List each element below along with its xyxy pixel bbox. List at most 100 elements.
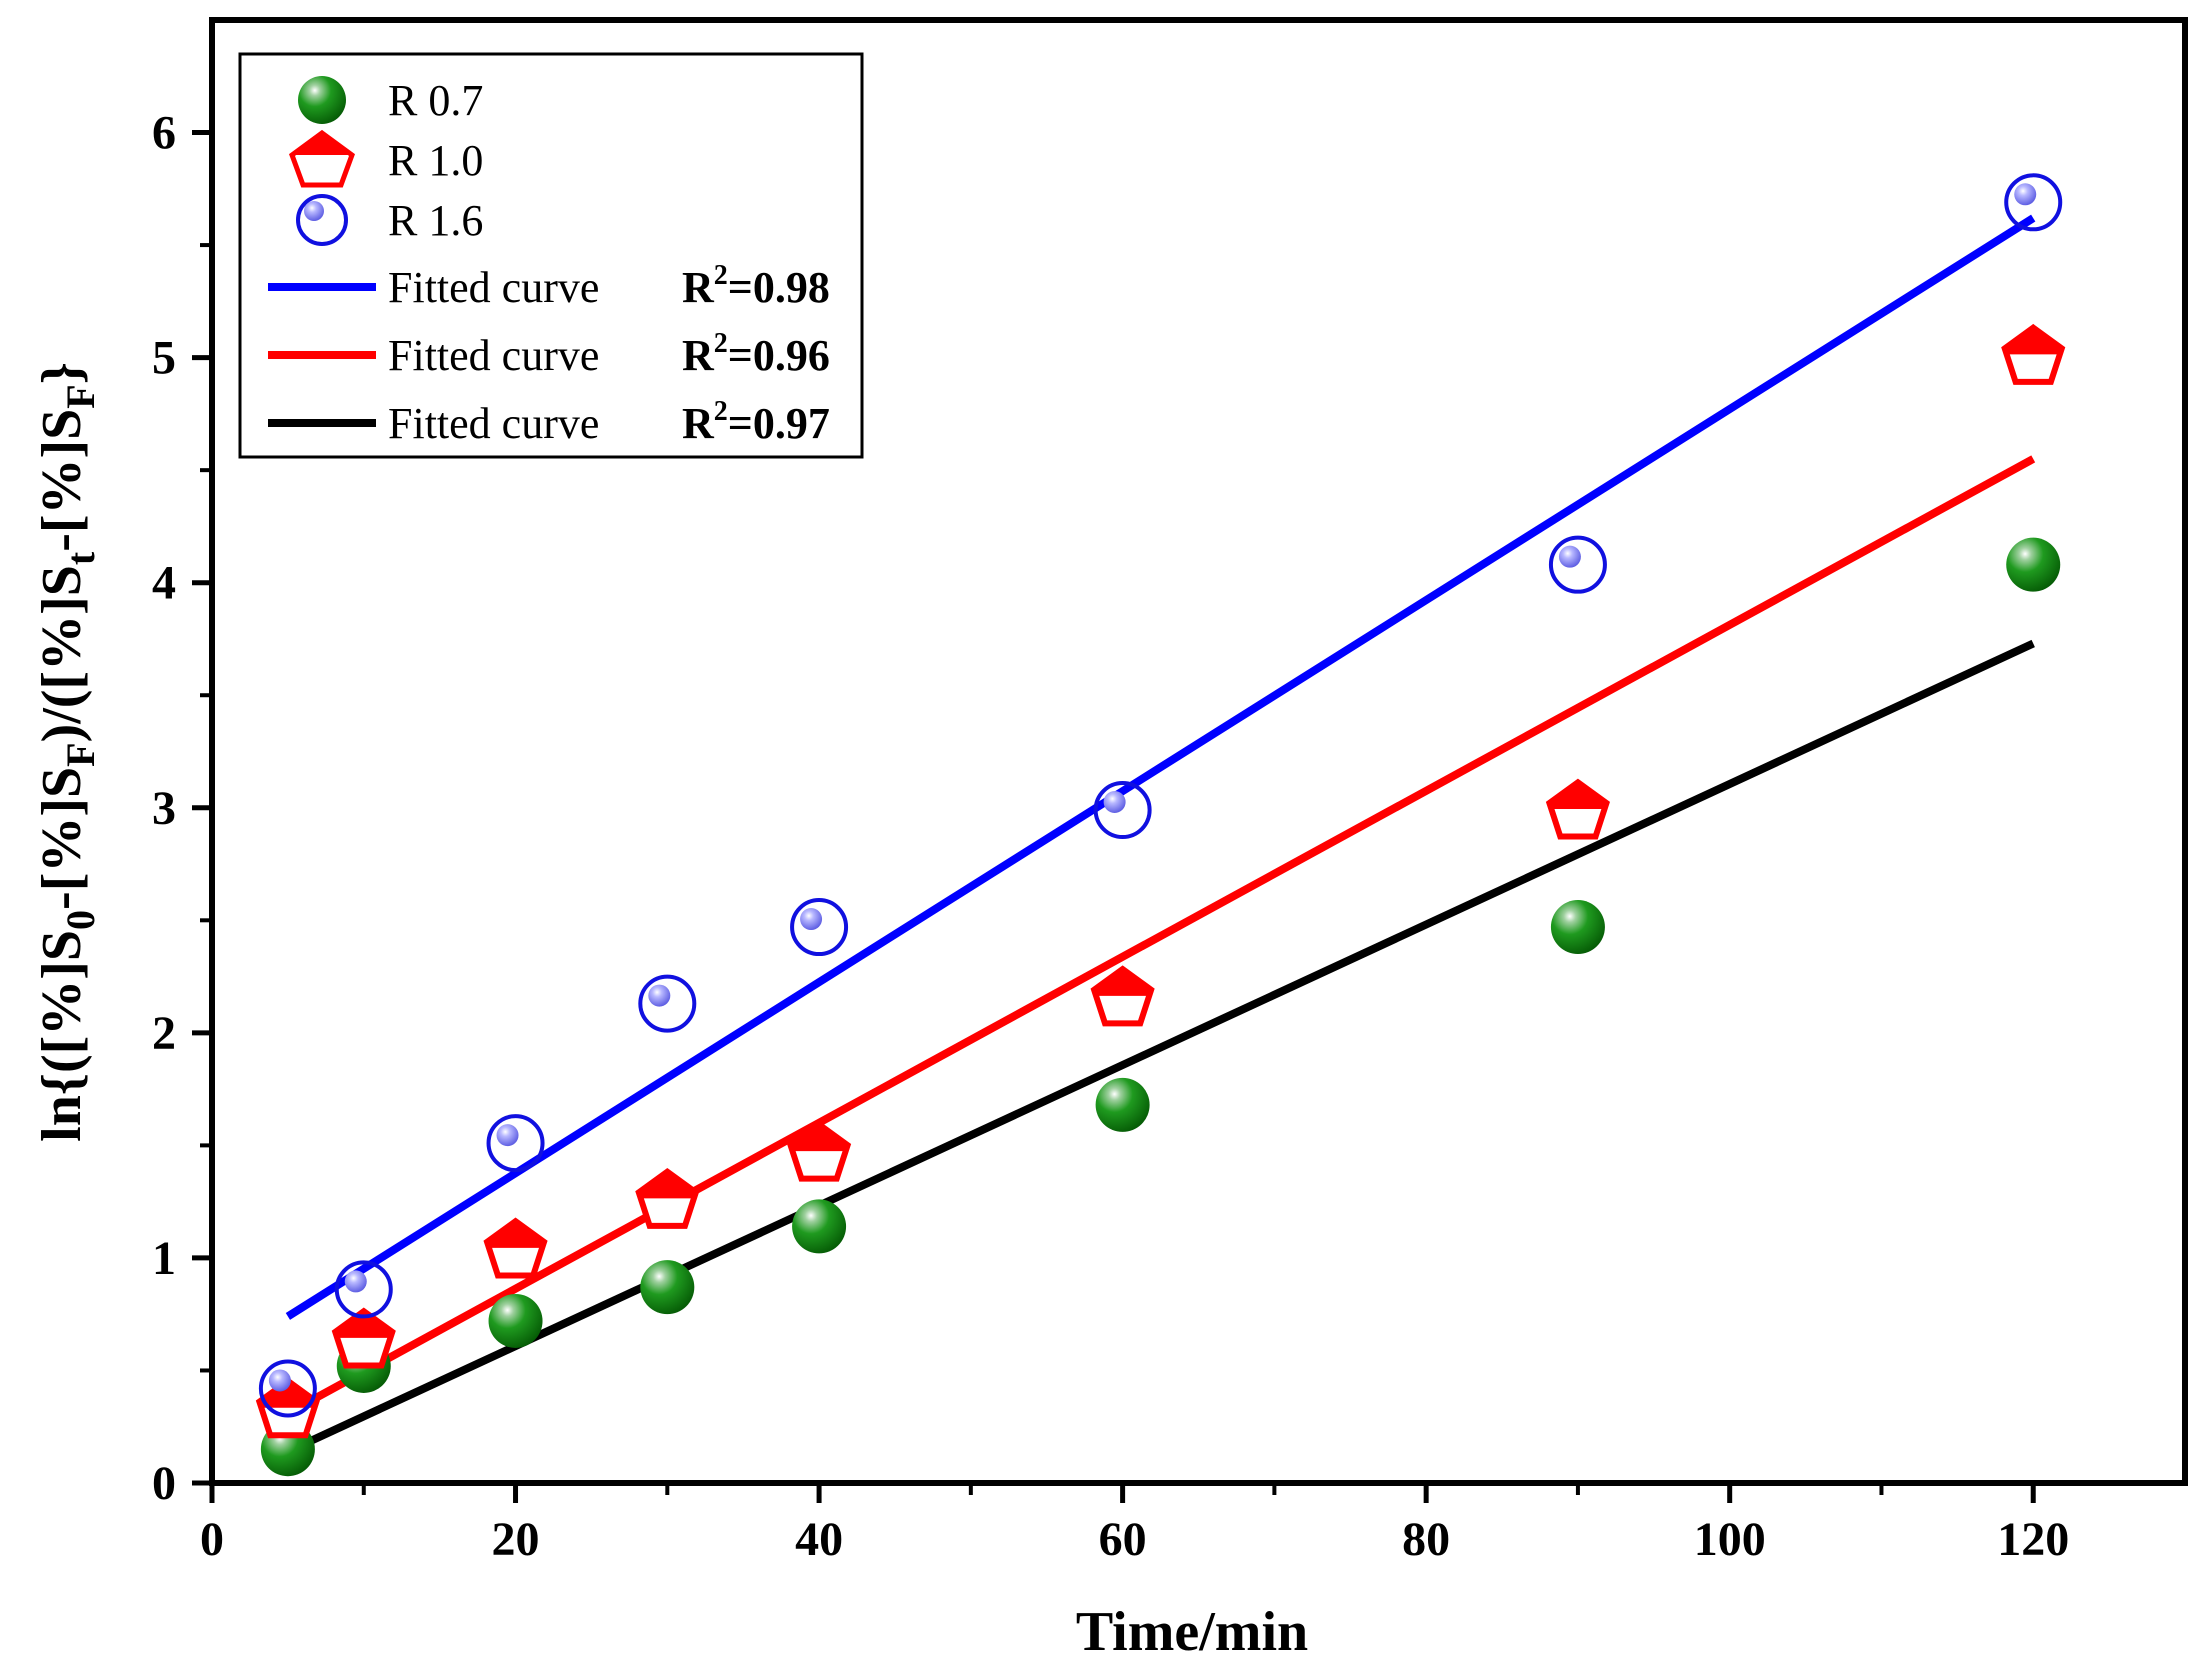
fit-line <box>285 455 2036 1417</box>
data-point <box>2001 323 2066 385</box>
data-point <box>635 1167 700 1229</box>
data-point <box>334 1260 393 1319</box>
pentagon-fill <box>259 1380 317 1408</box>
x-tick-label: 120 <box>1997 1513 2069 1566</box>
ring-outline <box>1548 535 1607 594</box>
data-point <box>483 1217 548 1279</box>
data-point <box>1548 535 1607 594</box>
svg-text:ln{([%]S0-[%]SF)/([%]St-[%]SF}: ln{([%]S0-[%]SF)/([%]St-[%]SF} <box>31 362 103 1142</box>
axis-ticks: 0 20 40 60 80 100 120 0 1 2 3 4 5 6 <box>152 107 2069 1566</box>
data-point <box>1090 965 1155 1027</box>
data-point <box>1093 781 1152 840</box>
fit-line <box>286 639 2035 1456</box>
pentagon-fill <box>790 1124 848 1152</box>
pentagon-fill <box>1094 969 1152 996</box>
ring-outline <box>258 1359 317 1418</box>
y-title-suffix: } <box>31 362 93 384</box>
x-axis-title: Time/min <box>1076 1601 1308 1663</box>
data-point <box>1095 1077 1150 1132</box>
legend-marker-sphere <box>298 76 346 124</box>
pentagon-fill <box>1549 782 1607 810</box>
y-tick-label: 3 <box>152 782 176 835</box>
data-point <box>792 1199 847 1254</box>
ring-outline <box>638 974 697 1033</box>
ring-dot <box>1103 791 1126 814</box>
ring-outline <box>1093 781 1152 840</box>
legend-marker-dot <box>304 201 324 221</box>
legend-entry-fit-black: Fitted curve R2=0.97 <box>268 396 830 448</box>
pentagon-fill <box>487 1221 545 1248</box>
legend-entry-r10: R 1.0 <box>289 129 483 188</box>
legend-entry-r16: R 1.6 <box>296 194 483 246</box>
y-title-mid: -[%]S <box>31 767 93 910</box>
legend-label: Fitted curve <box>388 331 599 380</box>
legend-label: Fitted curve <box>388 263 599 312</box>
ring-dot <box>268 1369 291 1392</box>
x-tick-label: 100 <box>1694 1513 1766 1566</box>
data-point <box>331 1307 396 1369</box>
x-tick-label: 40 <box>795 1513 843 1566</box>
y-tick-label: 0 <box>152 1457 176 1510</box>
y-title-prefix: ln{([%]S <box>31 930 93 1142</box>
y-tick-label: 4 <box>152 557 176 610</box>
ring-dot <box>648 984 671 1007</box>
pentagon-fill <box>335 1311 393 1338</box>
data-point <box>486 1114 545 1173</box>
y-tick-label: 2 <box>152 1007 176 1060</box>
ring-outline <box>790 898 849 957</box>
legend-entry-fit-red: Fitted curve R2=0.96 <box>268 328 830 380</box>
data-point <box>1545 778 1610 840</box>
ring-dot <box>800 908 823 931</box>
plot-frame <box>209 17 2188 1486</box>
y-title-sub: t <box>58 551 103 565</box>
x-tick-label: 60 <box>1099 1513 1147 1566</box>
data-point <box>790 898 849 957</box>
y-title-mid: )/([%]S <box>31 565 93 742</box>
legend-entry-fit-blue: Fitted curve R2=0.98 <box>268 260 830 312</box>
legend-marker-pentagon-top <box>292 133 352 155</box>
x-tick-label: 80 <box>1402 1513 1450 1566</box>
ring-dot <box>2014 183 2037 206</box>
y-tick-label: 1 <box>152 1232 176 1285</box>
legend-r2: R2=0.97 <box>682 396 830 448</box>
ring-outline <box>486 1114 545 1173</box>
x-tick-label: 20 <box>492 1513 540 1566</box>
legend-label: R 1.0 <box>388 136 483 185</box>
legend-r2: R2=0.98 <box>682 260 830 312</box>
data-points <box>255 173 2066 1477</box>
legend: R 0.7 R 1.0 R 1.6 Fitted curve R2=0.98 F… <box>238 52 864 459</box>
data-point <box>2006 537 2061 592</box>
ring-outline <box>334 1260 393 1319</box>
legend-box <box>238 52 864 459</box>
legend-label: R 0.7 <box>388 76 483 125</box>
data-point <box>2004 173 2063 232</box>
y-axis-title: ln{([%]S0-[%]SF)/([%]St-[%]SF} <box>31 362 103 1142</box>
legend-entry-r07: R 0.7 <box>298 76 483 125</box>
ring-dot <box>344 1270 367 1293</box>
legend-label: Fitted curve <box>388 399 599 448</box>
legend-r2: R2=0.96 <box>682 328 830 380</box>
x-tick-label: 0 <box>200 1513 224 1566</box>
y-title-mid: -[%]S <box>31 409 93 552</box>
data-point <box>488 1293 543 1348</box>
y-title-sub: F <box>58 742 103 766</box>
ring-dot <box>496 1124 519 1147</box>
y-tick-label: 5 <box>152 332 176 385</box>
legend-marker-ring <box>296 194 348 246</box>
ring-outline <box>2004 173 2063 232</box>
ring-dot <box>1558 545 1581 568</box>
y-title-sub: 0 <box>58 910 103 930</box>
fit-lines <box>285 214 2036 1456</box>
data-point <box>787 1120 852 1182</box>
fit-line <box>285 214 2036 1320</box>
data-point <box>638 974 697 1033</box>
y-title-sub: F <box>58 384 103 408</box>
data-point <box>258 1359 317 1418</box>
legend-label: R 1.6 <box>388 196 483 245</box>
y-tick-label: 6 <box>152 107 176 160</box>
pentagon-fill <box>638 1171 696 1199</box>
data-point <box>640 1260 695 1315</box>
pentagon-fill <box>2004 327 2062 355</box>
data-point <box>1550 900 1605 955</box>
